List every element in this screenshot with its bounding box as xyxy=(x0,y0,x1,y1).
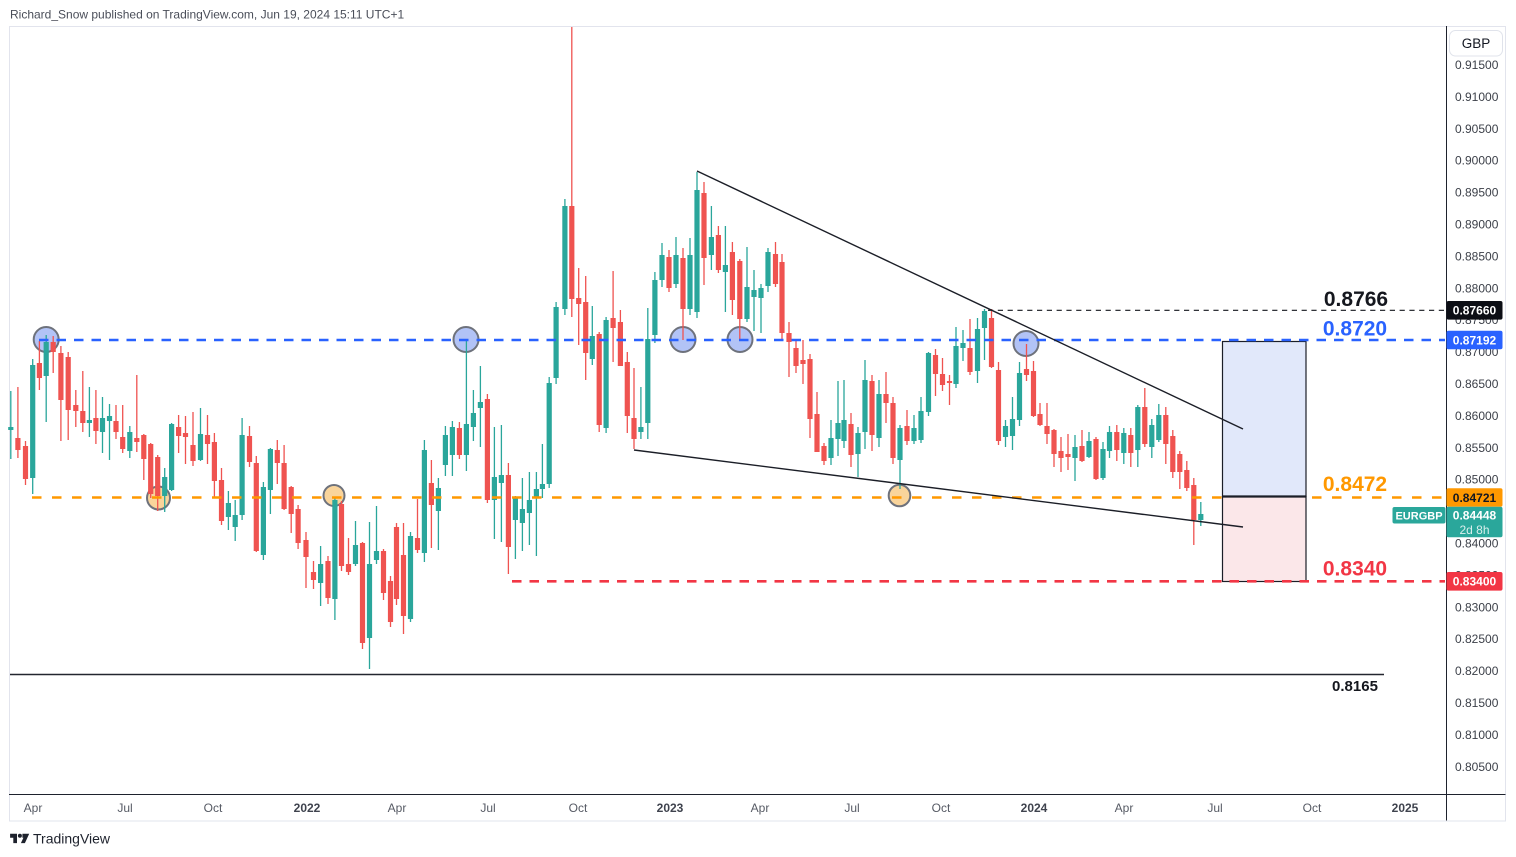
svg-text:0.8340: 0.8340 xyxy=(1323,558,1387,581)
svg-text:0.82500: 0.82500 xyxy=(1455,632,1499,646)
svg-text:Apr: Apr xyxy=(388,801,407,815)
svg-text:TradingView: TradingView xyxy=(33,831,111,847)
svg-text:0.8766: 0.8766 xyxy=(1324,288,1388,311)
svg-text:2023: 2023 xyxy=(657,801,684,815)
svg-text:Jul: Jul xyxy=(844,801,859,815)
svg-text:0.88500: 0.88500 xyxy=(1455,249,1499,263)
svg-text:Oct: Oct xyxy=(204,801,223,815)
svg-text:2025: 2025 xyxy=(1392,801,1419,815)
svg-text:Oct: Oct xyxy=(569,801,588,815)
svg-text:GBP: GBP xyxy=(1462,36,1491,51)
svg-text:Apr: Apr xyxy=(1115,801,1134,815)
svg-text:0.84721: 0.84721 xyxy=(1453,491,1497,505)
svg-text:0.86000: 0.86000 xyxy=(1455,409,1499,423)
svg-text:0.85500: 0.85500 xyxy=(1455,441,1499,455)
svg-text:Jul: Jul xyxy=(1207,801,1222,815)
svg-text:0.87192: 0.87192 xyxy=(1453,333,1497,347)
svg-text:0.81500: 0.81500 xyxy=(1455,696,1499,710)
svg-text:0.84000: 0.84000 xyxy=(1455,537,1499,551)
svg-text:0.87660: 0.87660 xyxy=(1453,304,1497,318)
svg-text:0.84448: 0.84448 xyxy=(1453,509,1497,523)
svg-text:0.90500: 0.90500 xyxy=(1455,122,1499,136)
svg-text:0.8472: 0.8472 xyxy=(1323,473,1387,496)
svg-text:2d 8h: 2d 8h xyxy=(1459,523,1489,537)
svg-text:2022: 2022 xyxy=(294,801,321,815)
svg-text:Jul: Jul xyxy=(480,801,495,815)
svg-text:EURGBP: EURGBP xyxy=(1395,510,1442,522)
svg-text:Oct: Oct xyxy=(932,801,951,815)
svg-text:Oct: Oct xyxy=(1303,801,1322,815)
svg-text:0.83400: 0.83400 xyxy=(1453,575,1497,589)
svg-text:0.88000: 0.88000 xyxy=(1455,281,1499,295)
svg-text:0.82000: 0.82000 xyxy=(1455,664,1499,678)
svg-text:Apr: Apr xyxy=(751,801,770,815)
svg-text:0.89500: 0.89500 xyxy=(1455,186,1499,200)
svg-text:0.90000: 0.90000 xyxy=(1455,154,1499,168)
svg-text:0.80500: 0.80500 xyxy=(1455,760,1499,774)
svg-text:Jul: Jul xyxy=(117,801,132,815)
svg-text:Apr: Apr xyxy=(24,801,43,815)
svg-text:0.83000: 0.83000 xyxy=(1455,600,1499,614)
svg-text:0.91000: 0.91000 xyxy=(1455,90,1499,104)
svg-text:0.8165: 0.8165 xyxy=(1332,678,1378,695)
svg-text:0.81000: 0.81000 xyxy=(1455,728,1499,742)
svg-text:0.91500: 0.91500 xyxy=(1455,58,1499,72)
svg-text:2024: 2024 xyxy=(1021,801,1048,815)
svg-text:Richard_Snow published on Trad: Richard_Snow published on TradingView.co… xyxy=(10,8,404,22)
svg-text:0.89000: 0.89000 xyxy=(1455,218,1499,232)
svg-text:0.86500: 0.86500 xyxy=(1455,377,1499,391)
svg-text:0.85000: 0.85000 xyxy=(1455,473,1499,487)
svg-text:0.8720: 0.8720 xyxy=(1323,318,1387,341)
